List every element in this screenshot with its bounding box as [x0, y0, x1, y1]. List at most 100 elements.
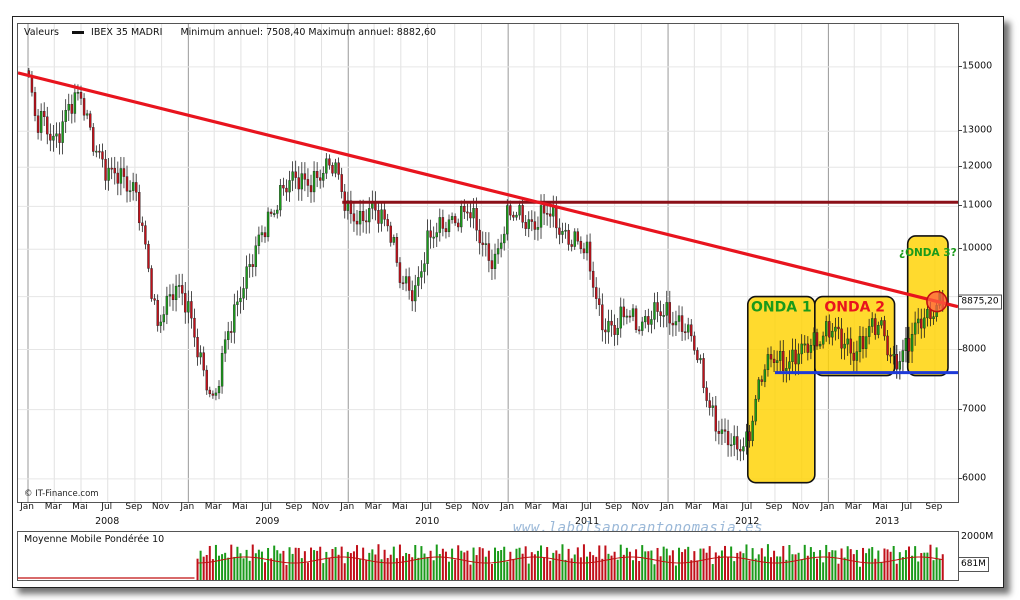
- volume-bar: [248, 560, 251, 580]
- candle: [337, 157, 340, 180]
- volume-bar: [687, 546, 690, 580]
- volume-bar: [564, 559, 567, 580]
- candle: [699, 354, 702, 364]
- volume-bar: [251, 544, 254, 580]
- volume-bar: [196, 558, 199, 580]
- candle: [331, 162, 334, 177]
- candle: [358, 199, 362, 236]
- candle: [177, 273, 181, 298]
- x-month-label: Nov: [311, 502, 330, 512]
- candle: [245, 255, 248, 301]
- candle: [257, 226, 261, 255]
- candle: [610, 309, 613, 337]
- volume-bar: [530, 552, 533, 580]
- volume-bar: [895, 563, 898, 580]
- candle: [843, 332, 846, 360]
- candle: [36, 108, 40, 140]
- candle: [113, 156, 116, 185]
- candle: [515, 211, 518, 221]
- volume-bar: [647, 551, 650, 580]
- y-tick-label: 15000: [962, 60, 993, 72]
- volume-bar: [356, 545, 359, 580]
- candle: [404, 268, 408, 292]
- x-month-label: Mai: [712, 502, 728, 512]
- downtrend-line: [18, 71, 958, 309]
- volume-bar: [359, 559, 362, 580]
- source-credit: © IT-Finance.com: [24, 489, 99, 499]
- candle: [352, 203, 356, 232]
- volume-bar: [466, 550, 469, 580]
- x-month-label: Mar: [844, 502, 862, 512]
- volume-bar: [500, 550, 503, 580]
- volume-bar: [303, 551, 306, 580]
- candle: [325, 153, 328, 180]
- volume-bar: [619, 544, 622, 580]
- header-prefix: Valeurs: [24, 27, 59, 38]
- candle: [395, 233, 399, 267]
- volume-bar: [794, 554, 797, 580]
- candle: [889, 347, 892, 364]
- volume-bar: [889, 551, 892, 580]
- candle: [242, 276, 245, 310]
- candle: [775, 350, 779, 373]
- candle: [128, 180, 132, 202]
- y-tick: [958, 130, 962, 132]
- volume-bar: [849, 549, 852, 580]
- volume-bar: [221, 554, 224, 580]
- volume-bar: [444, 551, 447, 580]
- candle: [637, 326, 641, 335]
- candle: [392, 234, 396, 246]
- candle: [220, 345, 224, 394]
- candle: [883, 315, 886, 341]
- candle: [509, 200, 512, 221]
- candle: [821, 331, 825, 349]
- volume-bar: [536, 550, 539, 580]
- volume-bar: [684, 549, 687, 580]
- candle: [460, 200, 463, 233]
- candle: [521, 199, 524, 229]
- x-month-label: Jul: [421, 502, 432, 512]
- candle: [499, 234, 503, 258]
- volume-bar: [340, 546, 343, 580]
- candle: [171, 283, 175, 311]
- candle: [668, 290, 672, 335]
- volume-bar: [911, 555, 914, 580]
- candle: [475, 197, 478, 242]
- volume-bar: [727, 556, 730, 580]
- volume-bar: [230, 544, 233, 580]
- volume-bar: [751, 548, 754, 580]
- volume-bar: [932, 560, 935, 580]
- volume-bar: [674, 565, 677, 580]
- volume-bar: [809, 547, 812, 580]
- candle: [913, 311, 917, 346]
- volume-bar: [659, 556, 662, 580]
- candle: [733, 425, 736, 457]
- volume-bar: [938, 558, 941, 580]
- candle: [705, 381, 708, 408]
- candle: [199, 345, 202, 365]
- volume-bar: [429, 550, 432, 580]
- volume-bar: [901, 556, 904, 580]
- volume-bar: [806, 555, 809, 580]
- candle: [401, 275, 405, 291]
- candle: [70, 94, 74, 124]
- volume-bar: [579, 557, 582, 580]
- candle: [478, 218, 481, 255]
- candle: [202, 346, 205, 377]
- volume-bar: [386, 557, 389, 580]
- volume-bar: [650, 550, 653, 580]
- volume-bar: [904, 550, 907, 580]
- volume-bar: [908, 546, 911, 580]
- candle: [119, 156, 123, 196]
- candle: [43, 102, 46, 126]
- volume-bar: [819, 550, 822, 580]
- volume-bar: [846, 546, 849, 580]
- volume-bar: [509, 551, 512, 580]
- volume-bar: [641, 545, 644, 580]
- candle: [374, 191, 377, 221]
- volume-bar: [202, 556, 205, 580]
- volume-bar: [586, 556, 589, 580]
- volume-bar: [205, 554, 208, 580]
- volume-bar: [527, 563, 530, 580]
- candle: [496, 238, 500, 264]
